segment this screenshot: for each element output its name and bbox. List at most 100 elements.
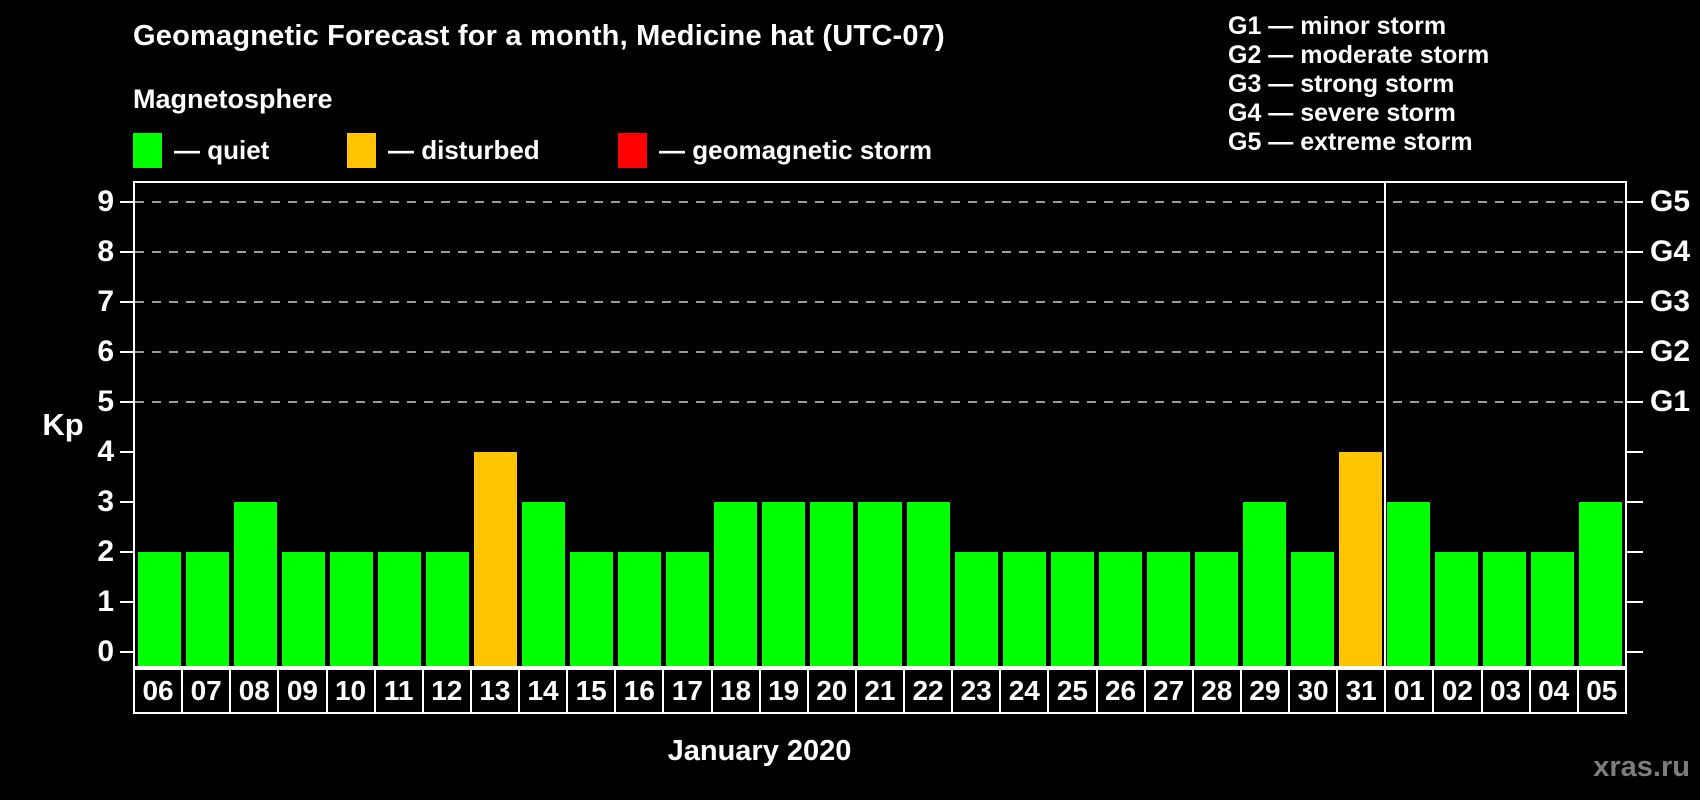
right-tick-kp1 — [1627, 601, 1643, 603]
day-label-19: 19 — [758, 668, 809, 714]
kp-bar-day-09 — [281, 552, 325, 666]
kp-bar-day-13 — [473, 452, 517, 666]
kp-bar-day-24 — [1002, 552, 1046, 666]
day-label-09: 09 — [277, 668, 328, 714]
bar-slot-day-13 — [471, 183, 519, 666]
bar-slot-day-27 — [1144, 183, 1192, 666]
kp-bar-day-16 — [618, 552, 662, 666]
kp-bar-day-03 — [1483, 552, 1527, 666]
right-axis-label-g5: G5 — [1650, 185, 1691, 218]
right-tick-kp6 — [1627, 351, 1643, 353]
gridline-kp8 — [135, 251, 1625, 253]
quiet-color-swatch — [133, 132, 162, 168]
day-label-17: 17 — [662, 668, 713, 714]
day-label-15: 15 — [566, 668, 617, 714]
bar-slot-day-26 — [1096, 183, 1144, 666]
right-axis-label-g4: G4 — [1650, 235, 1691, 268]
bar-slot-day-17 — [664, 183, 712, 666]
kp-bar-day-17 — [666, 552, 710, 666]
g-scale-legend: G1 — minor storm G2 — moderate storm G3 … — [1228, 12, 1489, 157]
right-tick-kp9 — [1627, 201, 1643, 203]
day-label-29: 29 — [1239, 668, 1290, 714]
left-tick-kp4 — [120, 451, 133, 453]
bar-slot-day-06 — [135, 183, 183, 666]
bar-slot-day-28 — [1192, 183, 1240, 666]
day-label-26: 26 — [1095, 668, 1146, 714]
day-label-25: 25 — [1047, 668, 1098, 714]
bar-slot-day-30 — [1289, 183, 1337, 666]
kp-bar-day-23 — [954, 552, 998, 666]
day-label-04: 04 — [1528, 668, 1579, 714]
kp-bar-day-15 — [570, 552, 614, 666]
kp-bar-day-19 — [762, 502, 806, 666]
day-label-12: 12 — [421, 668, 472, 714]
bar-slot-day-14 — [520, 183, 568, 666]
bar-slot-day-18 — [712, 183, 760, 666]
kp-bar-day-22 — [906, 502, 950, 666]
kp-bar-day-12 — [425, 552, 469, 666]
kp-bar-day-02 — [1435, 552, 1479, 666]
left-tick-kp7 — [120, 301, 133, 303]
y-axis-label-8: 8 — [97, 235, 114, 268]
y-axis-label-6: 6 — [97, 335, 114, 368]
kp-bar-day-29 — [1242, 502, 1286, 666]
legend-item-storm: — geomagnetic storm — [618, 132, 932, 168]
right-tick-kp7 — [1627, 301, 1643, 303]
day-label-18: 18 — [710, 668, 761, 714]
page-title: Geomagnetic Forecast for a month, Medici… — [133, 20, 945, 52]
bar-slot-day-08 — [231, 183, 279, 666]
right-tick-kp3 — [1627, 501, 1643, 503]
kp-bar-day-04 — [1531, 552, 1575, 666]
bar-slot-day-02 — [1433, 183, 1481, 666]
legend-item-disturbed: — disturbed — [347, 132, 540, 168]
day-label-01: 01 — [1384, 668, 1435, 714]
kp-bar-day-18 — [714, 502, 758, 666]
g-legend-row-g3: G3 — strong storm — [1228, 70, 1455, 98]
day-label-06: 06 — [133, 668, 184, 714]
y-axis-label-1: 1 — [97, 585, 114, 618]
day-label-20: 20 — [806, 668, 857, 714]
legend-label-storm: — geomagnetic storm — [659, 135, 933, 165]
day-label-08: 08 — [229, 668, 280, 714]
right-tick-kp2 — [1627, 551, 1643, 553]
y-axis-label-7: 7 — [97, 285, 114, 318]
bar-slot-day-31 — [1337, 183, 1385, 666]
day-label-30: 30 — [1288, 668, 1339, 714]
legend-item-quiet: — quiet — [133, 132, 269, 168]
y-axis-label-5: 5 — [97, 385, 114, 418]
day-label-23: 23 — [951, 668, 1002, 714]
bar-slot-day-20 — [808, 183, 856, 666]
bar-slot-day-25 — [1048, 183, 1096, 666]
day-label-07: 07 — [181, 668, 232, 714]
gridline-kp9 — [135, 201, 1625, 203]
disturbed-color-swatch — [347, 132, 376, 168]
day-label-24: 24 — [999, 668, 1050, 714]
right-tick-kp0 — [1627, 651, 1643, 653]
kp-bar-day-14 — [522, 502, 566, 666]
kp-bar-day-05 — [1579, 502, 1623, 666]
bar-slot-day-01 — [1385, 183, 1433, 666]
gridline-kp6 — [135, 351, 1625, 353]
y-axis-label-4: 4 — [97, 435, 114, 468]
gridline-kp7 — [135, 301, 1625, 303]
day-label-05: 05 — [1576, 668, 1627, 714]
month-boundary-line — [1383, 183, 1386, 666]
right-axis-label-g2: G2 — [1650, 335, 1691, 368]
day-label-21: 21 — [854, 668, 905, 714]
left-tick-kp1 — [120, 601, 133, 603]
bar-slot-day-07 — [183, 183, 231, 666]
bar-slot-day-15 — [568, 183, 616, 666]
bar-slot-day-24 — [1000, 183, 1048, 666]
bar-slot-day-29 — [1240, 183, 1288, 666]
day-label-11: 11 — [373, 668, 424, 714]
kp-bar-day-31 — [1339, 452, 1383, 666]
kp-bar-day-10 — [329, 552, 373, 666]
bar-slot-day-05 — [1577, 183, 1625, 666]
day-label-28: 28 — [1191, 668, 1242, 714]
legend-label-quiet: — quiet — [174, 135, 270, 165]
day-label-14: 14 — [518, 668, 569, 714]
bar-slot-day-10 — [327, 183, 375, 666]
right-tick-kp4 — [1627, 451, 1643, 453]
right-axis-label-g3: G3 — [1650, 285, 1691, 318]
